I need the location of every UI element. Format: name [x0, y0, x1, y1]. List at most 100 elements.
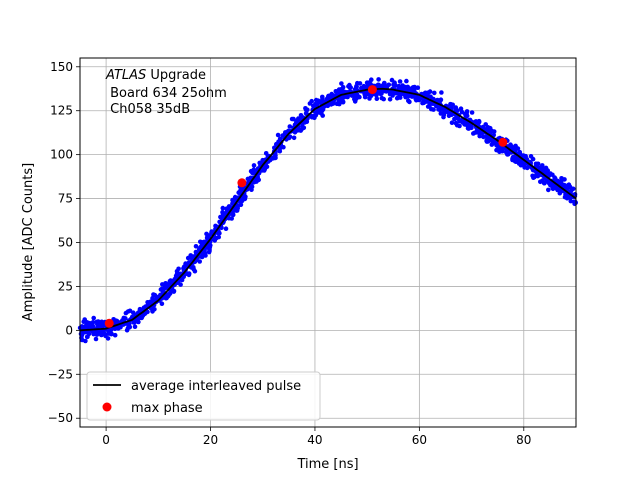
sample-point [314, 109, 319, 114]
sample-point [291, 135, 297, 141]
x-tick-label: 0 [102, 433, 110, 447]
annotation-line1: ATLAS Upgrade [105, 68, 206, 83]
sample-point [273, 153, 278, 158]
sample-point [454, 122, 460, 128]
sample-point [303, 107, 309, 112]
sample-point [573, 199, 578, 205]
sample-point [212, 235, 218, 241]
sample-point [425, 104, 431, 109]
sample-point [357, 94, 362, 100]
sample-point [253, 179, 258, 184]
sample-point [127, 324, 132, 329]
sample-point [287, 134, 293, 139]
sample-point [559, 176, 564, 181]
sample-point [348, 85, 354, 90]
sample-point [568, 198, 574, 204]
sample-point [395, 91, 400, 96]
sample-point [466, 126, 471, 131]
sample-point [298, 128, 304, 133]
sample-point [562, 182, 567, 188]
sample-point [380, 83, 386, 88]
y-tick-label: 125 [50, 104, 73, 118]
sample-point [449, 120, 455, 125]
sample-point [171, 288, 177, 294]
y-tick-label: 100 [50, 148, 73, 162]
sample-point [509, 143, 514, 149]
sample-point [159, 301, 165, 307]
annotation-line2: Board 634 25ohm [106, 86, 227, 101]
y-tick-label: 25 [58, 279, 73, 293]
sample-point [464, 111, 469, 116]
sample-point [251, 163, 257, 168]
sample-point [147, 300, 153, 306]
annotation-line3: Ch058 35dB [106, 102, 190, 117]
sample-point [439, 90, 444, 95]
sample-point [477, 133, 483, 139]
sample-point [245, 176, 251, 182]
max-phase-point [498, 137, 508, 147]
sample-point [410, 93, 415, 99]
sample-point [99, 319, 104, 325]
sample-point [357, 81, 363, 86]
sample-point [446, 113, 452, 119]
sample-point [124, 327, 130, 333]
sample-point [113, 318, 119, 324]
annotation-experiment: ATLAS [105, 68, 146, 83]
sample-point [83, 338, 88, 344]
legend-label-max-phase: max phase [131, 401, 203, 416]
sample-point [217, 231, 222, 236]
sample-point [340, 99, 346, 105]
sample-point [518, 162, 524, 168]
max-phase-point [237, 178, 247, 188]
x-tick-label: 80 [516, 433, 531, 447]
sample-point [379, 95, 385, 101]
sample-point [438, 97, 444, 102]
sample-point [192, 268, 198, 274]
sample-point [82, 317, 87, 322]
sample-point [112, 332, 118, 338]
sample-point [179, 277, 185, 283]
sample-point [319, 108, 325, 114]
sample-point [562, 194, 568, 200]
sample-point [364, 80, 370, 85]
sample-point [494, 147, 499, 153]
average-pulse-line [79, 87, 577, 332]
sample-point [220, 205, 226, 211]
x-tick-label: 20 [203, 433, 218, 447]
y-tick-label: −50 [48, 411, 73, 425]
y-tick-label: −25 [48, 367, 73, 381]
sample-point [289, 116, 295, 122]
sample-point [436, 107, 441, 112]
sample-point [93, 336, 99, 342]
legend: average interleaved pulse max phase [86, 371, 321, 421]
sample-point [264, 164, 270, 169]
sample-point [405, 84, 411, 90]
sample-point [257, 160, 263, 166]
sample-point [95, 322, 100, 327]
sample-point [414, 97, 419, 103]
sample-point [197, 259, 202, 264]
sample-point [307, 101, 313, 106]
y-tick-label: 75 [58, 192, 73, 206]
sample-point [389, 77, 395, 83]
sample-point [223, 226, 229, 231]
sample-point [102, 331, 107, 337]
sample-point [107, 328, 113, 334]
sample-point [362, 94, 368, 100]
sample-point [91, 315, 96, 321]
sample-point [552, 176, 557, 182]
sample-point [281, 144, 286, 150]
legend-box [86, 371, 321, 421]
sample-point [404, 78, 409, 84]
max-phase-point [367, 85, 377, 95]
sample-point [226, 204, 232, 209]
sample-point [133, 319, 138, 324]
sample-point [540, 163, 545, 168]
sample-point [397, 79, 403, 84]
sample-point [421, 99, 426, 105]
max-phase-layer [104, 85, 508, 328]
average-line-layer [79, 87, 577, 332]
sample-point [354, 84, 359, 89]
sample-point [249, 187, 254, 192]
sample-point [491, 129, 497, 134]
